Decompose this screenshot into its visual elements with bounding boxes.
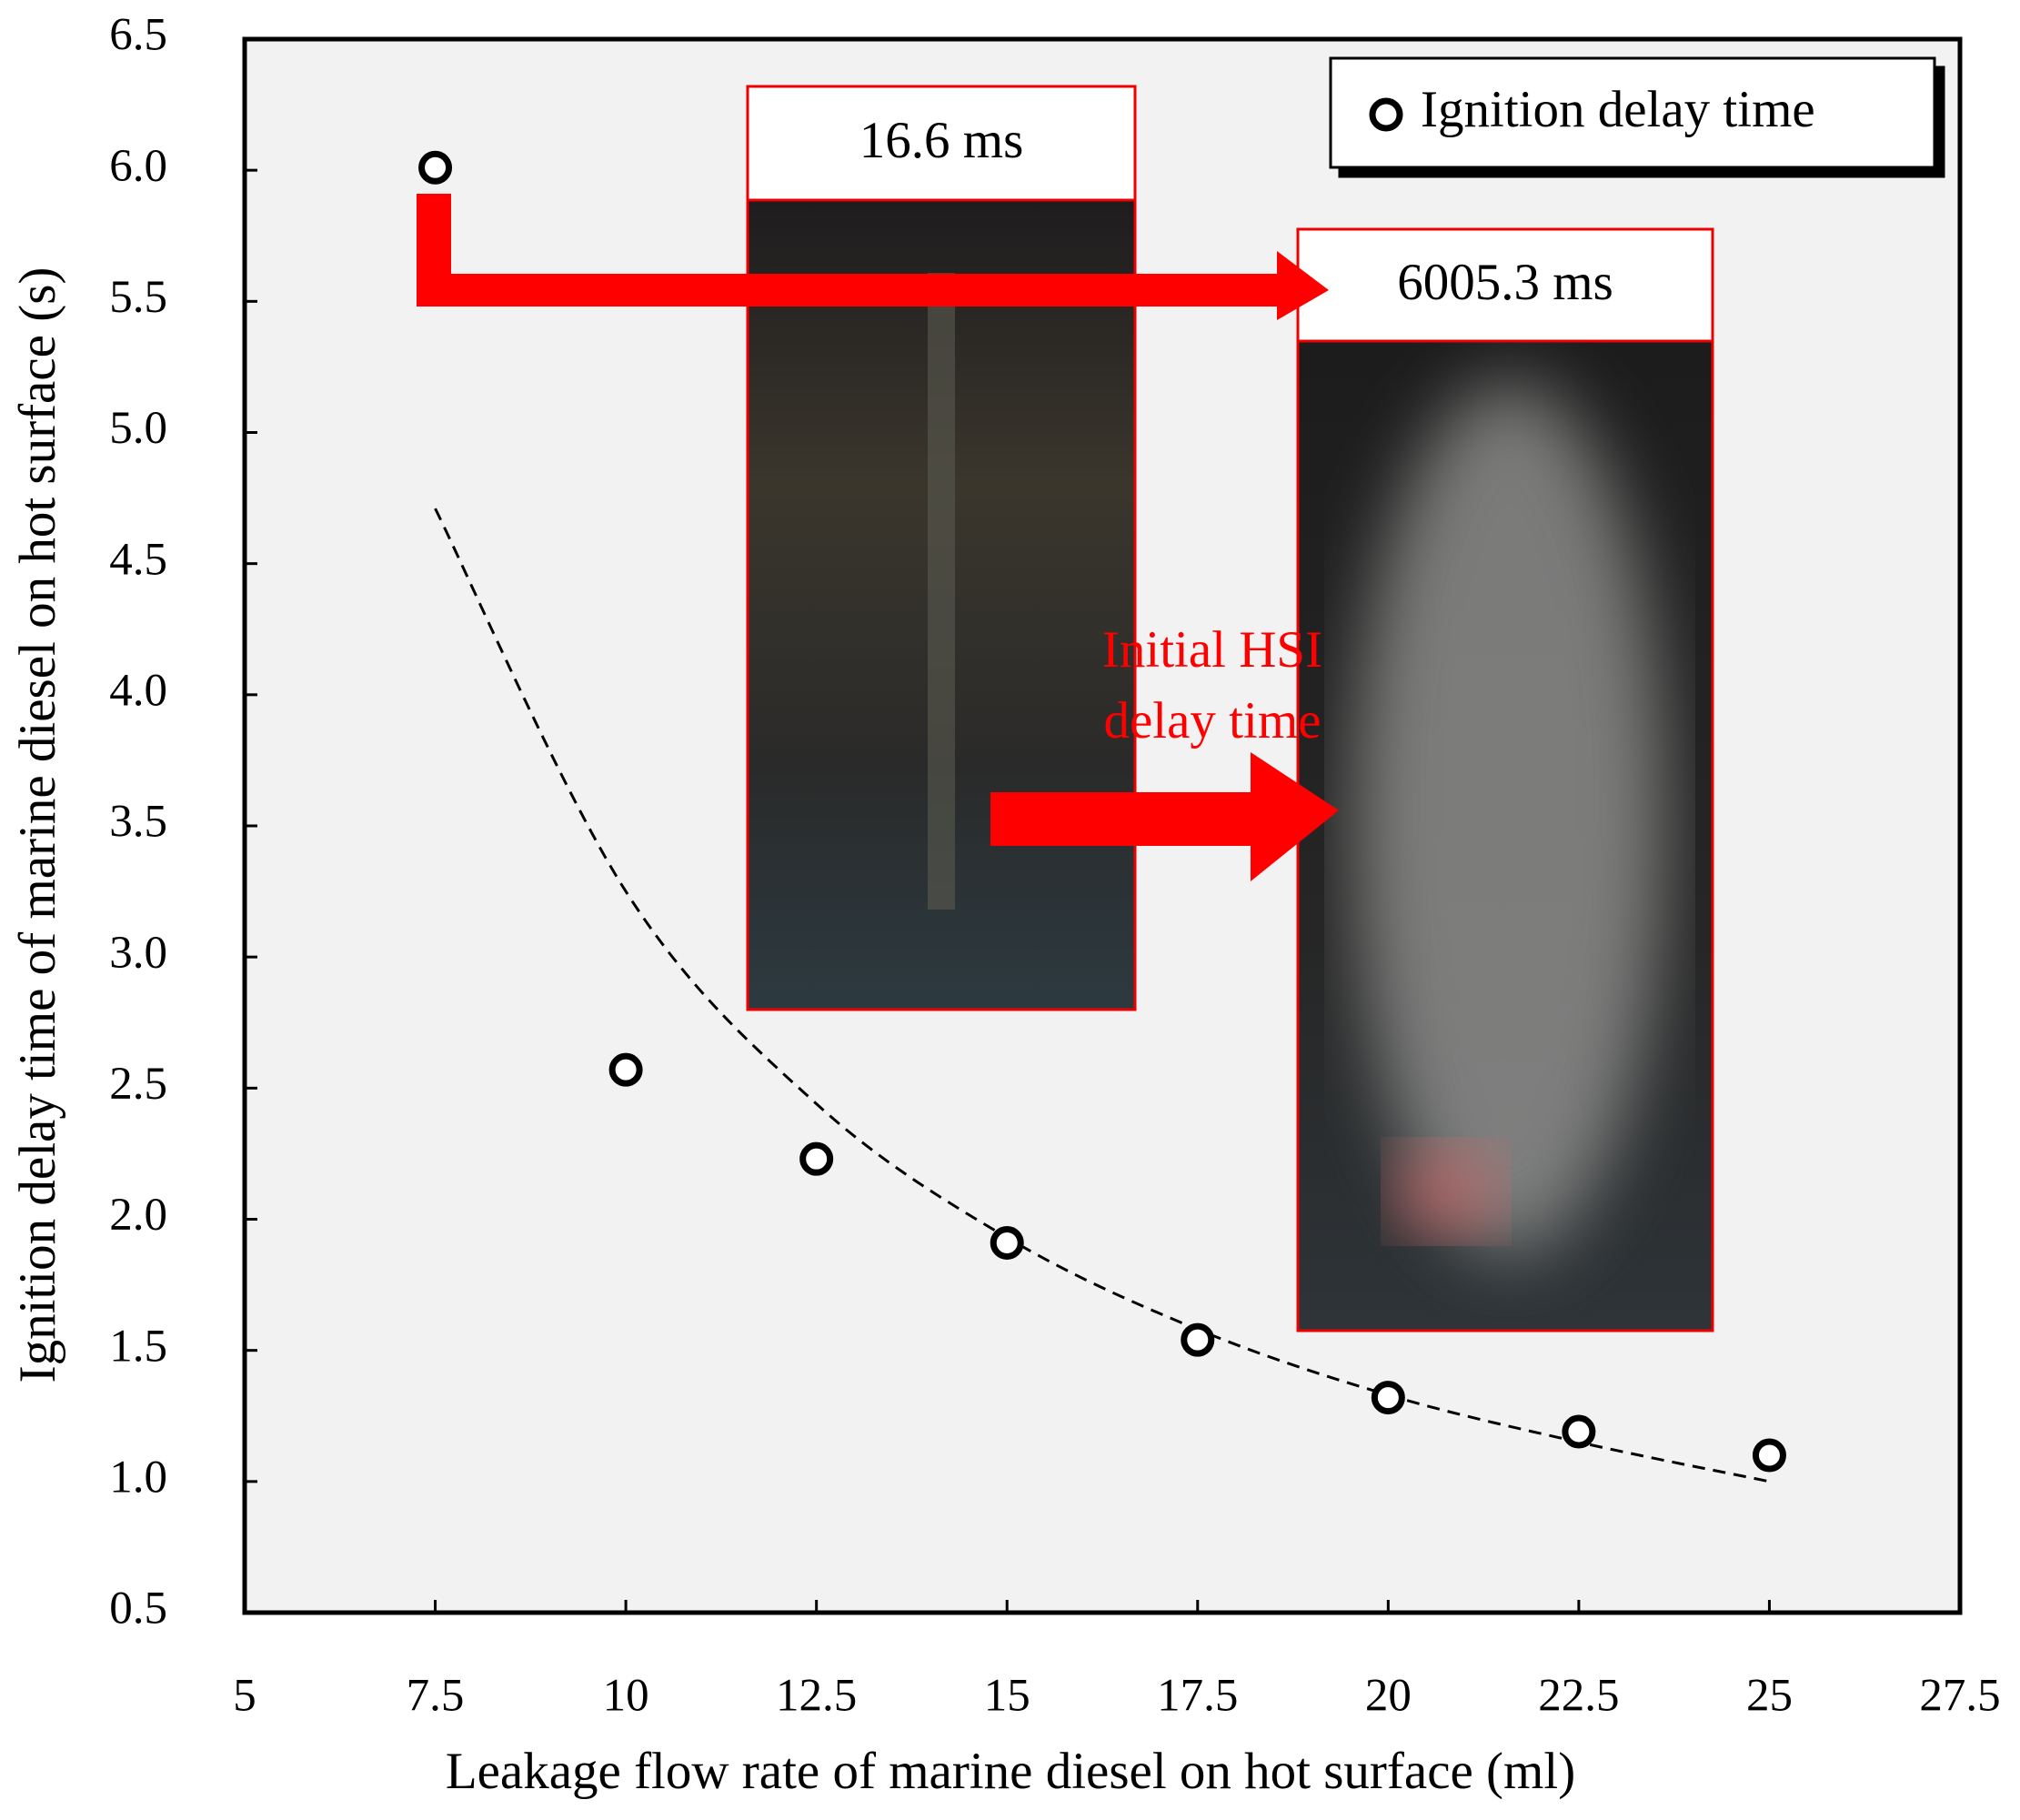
flame — [1392, 1146, 1501, 1237]
y-tick-label: 0.5 — [109, 1584, 167, 1634]
label-box — [746, 85, 1137, 202]
axes: 0.5 1.0 1.5 2.0 2.5 3.0 3.5 4.0 4.5 5.0 5.5 6.0 6.5 5… — [109, 10, 2000, 1722]
y-tick-label: 3.5 — [109, 797, 167, 848]
legend: Ignition delay time — [1329, 56, 1936, 169]
data-point — [1371, 1381, 1405, 1415]
photo-16ms: 16.6 ms — [746, 85, 1137, 1011]
data-point — [799, 1141, 834, 1176]
smoke — [1355, 382, 1664, 1255]
y-axis-title: Ignition delay time of marine diesel on … — [9, 267, 66, 1383]
arrow — [990, 752, 1339, 881]
x-tick-label: 17.5 — [1157, 1671, 1238, 1722]
x-tick-label: 10 — [603, 1671, 649, 1722]
data-point — [1562, 1414, 1596, 1449]
y-tick-label: 5.0 — [109, 403, 167, 454]
x-tick-label: 27.5 — [1919, 1671, 2000, 1722]
x-tick-label: 12.5 — [776, 1671, 857, 1722]
x-tick-label: 22.5 — [1538, 1671, 1619, 1722]
x-tick-label: 20 — [1365, 1671, 1412, 1722]
data-point — [990, 1225, 1024, 1260]
y-tick-label: 2.0 — [109, 1190, 167, 1241]
data-point — [1181, 1322, 1215, 1357]
data-point — [1752, 1438, 1786, 1473]
y-tick-label: 4.0 — [109, 666, 167, 717]
x-tick-label: 7.5 — [407, 1671, 465, 1722]
arrow — [417, 194, 1329, 320]
x-tick-label: 15 — [984, 1671, 1030, 1722]
y-tick-label: 2.5 — [109, 1059, 167, 1110]
photo-detail — [928, 273, 955, 910]
legend-marker — [1369, 97, 1403, 132]
y-tick-label: 4.5 — [109, 534, 167, 585]
annotation: delay time — [1104, 692, 1322, 749]
annotation: 6005.3 ms — [1397, 254, 1613, 311]
photo-6005ms: 6005.3 ms — [1296, 227, 1714, 1332]
legend-box — [1329, 56, 1936, 169]
y-tick-label: 5.5 — [109, 272, 167, 323]
x-axis-title: Leakage flow rate of marine diesel on ho… — [446, 1743, 1575, 1800]
annotation: Initial HSI — [1102, 621, 1322, 679]
x-tick-label: 5 — [233, 1671, 256, 1722]
data-point — [608, 1052, 643, 1087]
y-tick-label: 6.0 — [109, 141, 167, 192]
y-tick-label: 3.0 — [109, 928, 167, 979]
annotation: 16.6 ms — [859, 112, 1024, 169]
y-tick-label: 1.5 — [109, 1321, 167, 1372]
data-point — [418, 150, 453, 185]
y-tick-label: 1.0 — [109, 1453, 167, 1503]
legend-label: Ignition delay time — [1421, 81, 1815, 138]
x-tick-label: 25 — [1746, 1671, 1793, 1722]
y-tick-label: 6.5 — [109, 10, 167, 61]
